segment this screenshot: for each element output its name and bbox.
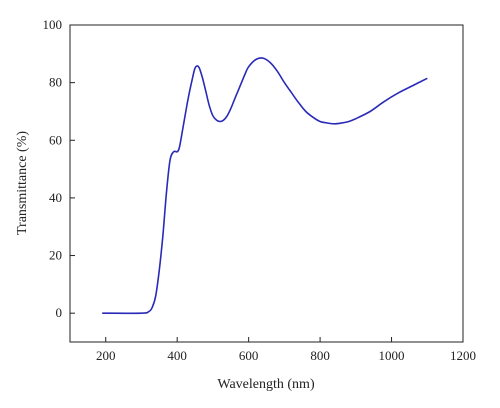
transmittance-series-line <box>102 57 428 315</box>
plot-frame <box>69 24 464 343</box>
y-tick-label: 20 <box>49 248 62 263</box>
x-axis-title: Wavelength (nm) <box>217 377 315 392</box>
x-tick-label: 400 <box>167 348 187 363</box>
y-tick-label: 100 <box>43 17 63 32</box>
x-tick-label: 1000 <box>379 348 405 363</box>
x-axis-ticks: 200 400 600 800 1000 1200 <box>96 337 476 363</box>
x-tick-label: 1200 <box>450 348 476 363</box>
y-tick-label: 40 <box>49 190 62 205</box>
y-tick-label: 80 <box>49 75 62 90</box>
x-tick-label: 600 <box>239 348 259 363</box>
y-tick-label: 60 <box>49 132 62 147</box>
y-axis-title: Transmittance (%) <box>15 131 30 235</box>
y-tick-label: 0 <box>56 305 63 320</box>
x-tick-label: 200 <box>96 348 116 363</box>
x-tick-label: 800 <box>310 348 330 363</box>
y-axis-ticks: 0 20 40 60 80 100 <box>43 17 75 320</box>
